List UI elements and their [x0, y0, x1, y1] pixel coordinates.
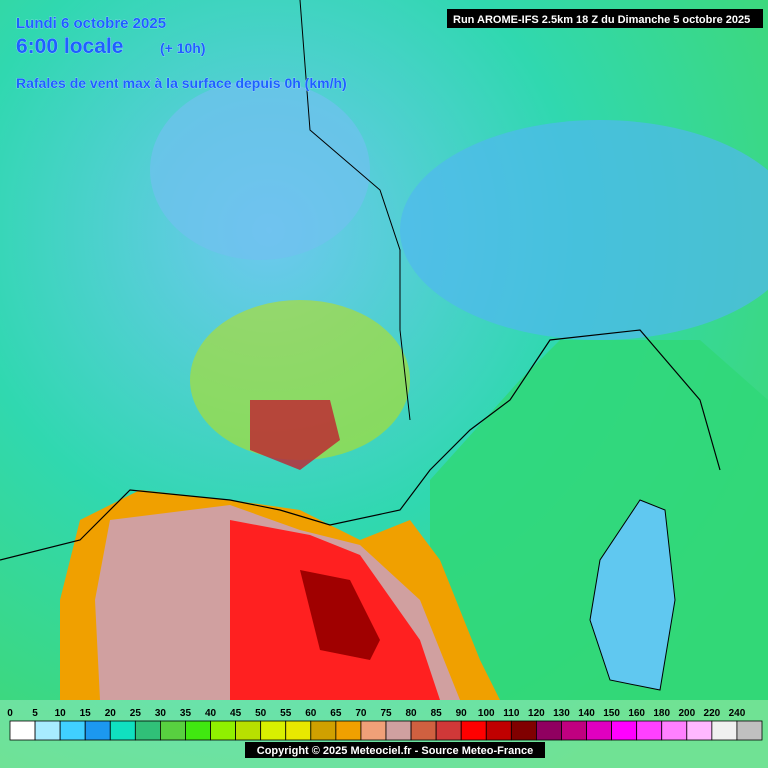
run-info: Run AROME-IFS 2.5km 18 Z du Dimanche 5 o…	[453, 14, 750, 26]
legend-swatch	[185, 720, 211, 741]
legend-label: 220	[704, 708, 721, 719]
legend-label: 25	[130, 708, 142, 719]
legend-swatch	[435, 720, 462, 741]
time: 6:00 locale	[16, 35, 123, 58]
legend-swatch	[109, 720, 136, 741]
legend-label: 55	[280, 708, 292, 719]
field	[190, 300, 410, 460]
legend-label: 70	[355, 708, 367, 719]
legend-swatch	[59, 720, 86, 741]
legend-swatch	[260, 720, 287, 741]
legend-label: 35	[180, 708, 192, 719]
legend-label: 240	[729, 708, 746, 719]
legend-label: 100	[478, 708, 495, 719]
legend-label: 0	[7, 708, 13, 719]
legend-label: 130	[553, 708, 570, 719]
legend-swatch	[9, 720, 36, 741]
date: Lundi 6 octobre 2025	[16, 15, 166, 32]
legend-label: 180	[653, 708, 670, 719]
coastline	[0, 329, 721, 561]
legend-label: 150	[603, 708, 620, 719]
legend-label: 60	[305, 708, 317, 719]
legend-label: 65	[330, 708, 342, 719]
legend-swatch	[485, 720, 512, 741]
legend-label: 45	[230, 708, 242, 719]
legend-label: 40	[205, 708, 217, 719]
legend-swatch	[686, 720, 713, 741]
legend-label: 15	[80, 708, 92, 719]
legend-label: 75	[380, 708, 392, 719]
legend-label: 50	[255, 708, 267, 719]
legend-swatch	[736, 720, 763, 741]
legend-label: 140	[578, 708, 595, 719]
legend-swatch	[385, 720, 412, 741]
legend-swatch	[310, 720, 337, 741]
copyright-box	[245, 742, 545, 758]
corsica	[589, 499, 676, 691]
legend-swatch	[285, 720, 312, 741]
parameter: Rafales de vent max à la surface depuis …	[16, 75, 347, 91]
legend-swatch	[711, 720, 738, 741]
copyright: Copyright © 2025 Meteociel.fr - Source M…	[257, 745, 533, 757]
legend-label: 90	[456, 708, 468, 719]
legend-swatch	[586, 720, 612, 741]
legend-swatch	[636, 720, 663, 741]
legend-swatch	[159, 720, 186, 741]
field	[150, 80, 370, 260]
legend-swatch	[235, 720, 262, 741]
border	[299, 0, 411, 421]
legend-label: 80	[406, 708, 418, 719]
legend-label: 10	[55, 708, 67, 719]
legend-swatch	[561, 720, 587, 741]
legend-label: 160	[628, 708, 645, 719]
legend-swatch	[510, 720, 537, 741]
legend-label: 5	[32, 708, 38, 719]
legend-swatch	[460, 720, 487, 741]
legend-swatch	[661, 720, 688, 741]
alps-field	[400, 120, 768, 340]
legend-swatch	[360, 720, 387, 741]
sea-field	[430, 340, 768, 700]
legend: 0 5 10 15 20 25 30 35 40 45 50 55 60 65 70 75 80 85 90 100 1…	[7, 708, 763, 741]
legend-label: 200	[678, 708, 695, 719]
legend-swatch	[134, 720, 161, 741]
legend-label: 120	[528, 708, 545, 719]
legend-swatch	[611, 720, 638, 741]
legend-swatch	[84, 720, 111, 741]
legend-label: 20	[105, 708, 117, 719]
legend-swatch	[210, 720, 237, 741]
offset: (+ 10h)	[160, 40, 206, 56]
legend-swatch	[536, 720, 562, 741]
legend-label: 85	[431, 708, 443, 719]
gust-zone-relief	[250, 400, 340, 470]
legend-label: 110	[503, 708, 520, 719]
run-box	[447, 9, 763, 28]
gust-zone-110	[300, 570, 380, 660]
legend-swatch	[335, 720, 362, 741]
legend-swatch	[34, 720, 61, 741]
legend-label: 30	[155, 708, 167, 719]
legend-swatch	[410, 720, 437, 741]
